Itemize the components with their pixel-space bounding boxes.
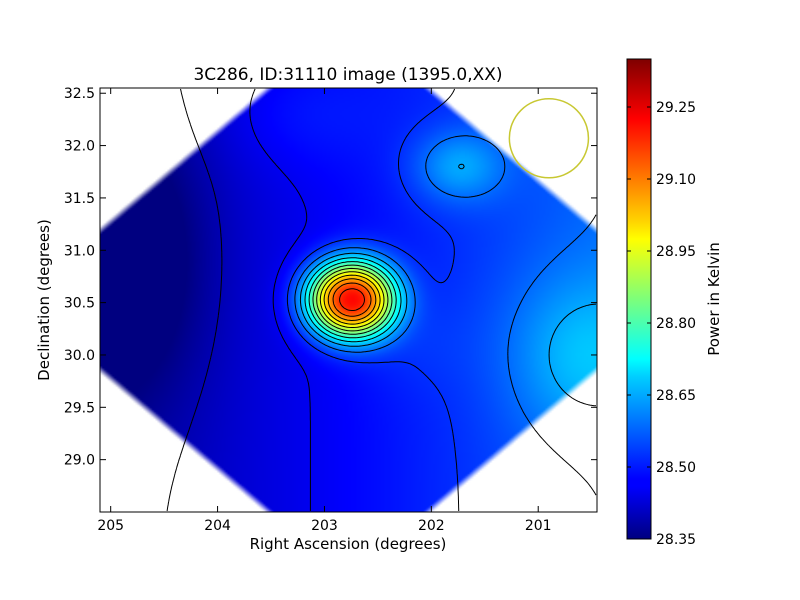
colorbar-label: Power in Kelvin bbox=[705, 242, 723, 356]
plot-frame bbox=[99, 87, 598, 513]
y-tick-label: 32.0 bbox=[64, 139, 95, 155]
contour-level bbox=[316, 267, 389, 332]
contour-level bbox=[286, 88, 460, 511]
x-tick-label: 201 bbox=[525, 518, 552, 534]
y-tick-label: 29.0 bbox=[64, 453, 95, 469]
x-axis-ticks: 205 204 203 202 201 bbox=[97, 88, 552, 534]
colorbar-tick-label: 29.25 bbox=[656, 100, 696, 116]
y-tick-label: 30.5 bbox=[64, 296, 95, 312]
colorbar-tick-label: 28.80 bbox=[656, 316, 696, 332]
y-axis-label: Declination (degrees) bbox=[35, 219, 53, 381]
x-tick-label: 205 bbox=[97, 518, 124, 534]
colorbar-tick-label: 28.50 bbox=[656, 460, 696, 476]
x-tick-label: 204 bbox=[204, 518, 231, 534]
contour-level bbox=[312, 264, 393, 335]
y-tick-label: 31.0 bbox=[64, 243, 95, 259]
beam-circle bbox=[508, 97, 590, 179]
contour-level bbox=[323, 274, 381, 325]
colorbar-tick-label: 29.10 bbox=[656, 172, 696, 188]
heatmap-layer bbox=[100, 88, 597, 512]
contour-level bbox=[339, 288, 365, 311]
contour-level bbox=[249, 88, 311, 511]
x-tick-label: 203 bbox=[311, 518, 338, 534]
y-tick-label: 31.5 bbox=[64, 191, 95, 207]
y-tick-label: 29.5 bbox=[64, 400, 95, 416]
y-tick-label: 32.5 bbox=[64, 86, 95, 102]
contour-level bbox=[319, 271, 385, 328]
contour-level bbox=[327, 278, 377, 321]
y-tick-label: 30.0 bbox=[64, 348, 95, 364]
contour-lines bbox=[166, 88, 597, 512]
y-axis-ticks: 29.0 29.5 30.0 30.5 31.0 31.5 32.0 32.5 bbox=[64, 86, 597, 469]
contour-level bbox=[294, 135, 597, 496]
contour-level bbox=[299, 163, 597, 407]
chart-title: 3C286, ID:31110 image (1395.0,XX) bbox=[193, 65, 502, 85]
contour-level bbox=[332, 282, 372, 317]
colorbar-tick-label: 28.35 bbox=[656, 532, 696, 548]
x-axis-label: Right Ascension (degrees) bbox=[250, 535, 447, 553]
colorbar-ticks: 28.35 28.50 28.65 28.80 28.95 29.10 29.25 bbox=[627, 100, 696, 548]
contour-level bbox=[304, 257, 402, 343]
colorbar-tick-label: 28.65 bbox=[656, 388, 696, 404]
contour-level bbox=[166, 88, 223, 512]
colorbar-tick-label: 28.95 bbox=[656, 244, 696, 260]
colorbar bbox=[626, 58, 652, 540]
contour-level bbox=[308, 261, 397, 339]
x-tick-label: 202 bbox=[418, 518, 445, 534]
